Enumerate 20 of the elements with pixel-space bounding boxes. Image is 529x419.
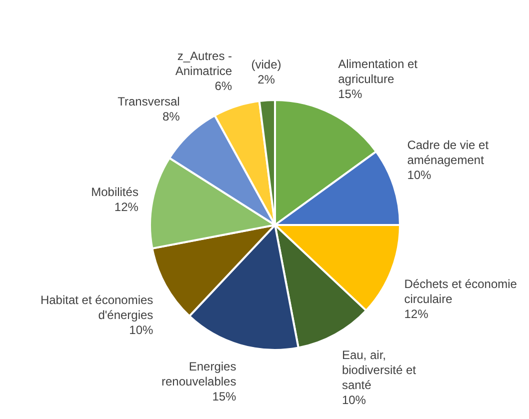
slice-label: Déchets et économie circulaire <box>404 277 518 306</box>
slice-label: Habitat et économies d'énergies <box>40 292 154 322</box>
data-label: 10% <box>129 322 154 337</box>
slice-label: (vide) <box>251 57 282 72</box>
data-label: 15% <box>338 87 362 102</box>
slice-label: Energies renouvelables <box>162 359 236 388</box>
data-label: 6% <box>214 78 232 93</box>
data-label: 2% <box>258 72 276 86</box>
slice-label: Cadre de vie et aménagement <box>407 138 490 168</box>
data-label: 8% <box>162 110 180 124</box>
data-label: 10% <box>407 168 432 182</box>
slice-label: Eau, air, biodiversité et santé <box>342 348 417 392</box>
data-label: 12% <box>114 200 139 214</box>
slice-label: Transversal <box>118 94 180 109</box>
slice-label: Mobilités <box>91 184 138 199</box>
slice-label: Alimentation et agriculture <box>338 57 418 86</box>
data-label: 12% <box>404 307 429 322</box>
data-label: 15% <box>212 389 237 404</box>
slice-label: z_Autres - Animatrice <box>175 48 232 78</box>
data-label: 10% <box>342 392 366 407</box>
